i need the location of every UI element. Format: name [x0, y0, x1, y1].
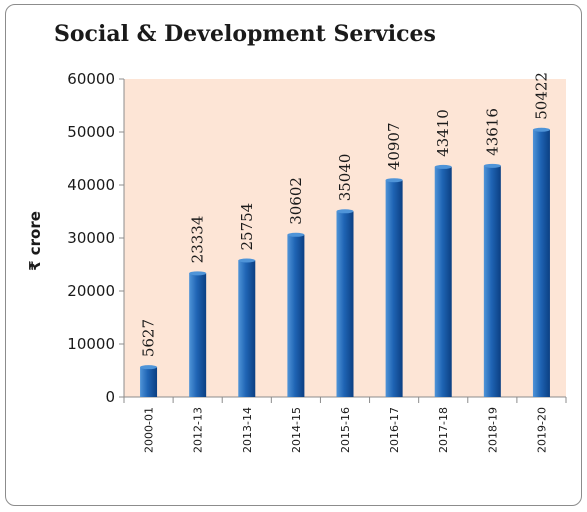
- data-label: 30602: [287, 177, 305, 225]
- bar-2019-20: [532, 129, 550, 397]
- bar-chart: Social & Development Services 0 10000 2000…: [26, 21, 567, 453]
- x-tick-label: 2014-15: [290, 407, 303, 453]
- bar-top-cap: [483, 163, 501, 168]
- x-tick-label: 2018-19: [486, 407, 499, 453]
- bar-top-cap: [385, 178, 403, 183]
- y-tick-label: 20000: [67, 282, 115, 300]
- data-label: 5627: [140, 319, 158, 357]
- bar-2015-16: [336, 211, 354, 397]
- bar-2014-15: [287, 234, 305, 397]
- bar-2012-13: [189, 273, 207, 397]
- y-axis-ticks: 0 10000 20000 30000 40000 50000 60000: [67, 70, 115, 406]
- x-tick-label: 2019-20: [535, 407, 548, 453]
- y-tick-label: 0: [105, 388, 115, 406]
- data-label: 43410: [434, 109, 452, 157]
- bar-2017-18: [434, 166, 452, 397]
- y-tick-label: 30000: [67, 229, 115, 247]
- bar-top-cap: [434, 164, 452, 169]
- bar-top-cap: [238, 258, 256, 263]
- x-tick-label: 2013-14: [241, 407, 254, 453]
- y-tick-label: 50000: [67, 123, 115, 141]
- x-tick-label: 2016-17: [388, 407, 401, 453]
- data-label: 35040: [336, 154, 354, 202]
- x-tick-label: 2012-13: [192, 407, 205, 453]
- bar-2013-14: [238, 260, 256, 397]
- bar-top-cap: [189, 271, 207, 276]
- data-label: 40907: [385, 122, 403, 170]
- bar-2016-17: [385, 180, 403, 397]
- bar-top-cap: [287, 232, 305, 237]
- data-label: 43616: [483, 108, 501, 156]
- y-tick-label: 60000: [67, 70, 115, 88]
- y-tick-label: 40000: [67, 176, 115, 194]
- x-tick-label: 2000-01: [143, 407, 156, 453]
- data-label: 23334: [189, 216, 207, 264]
- y-axis-label: ₹ crore: [26, 211, 44, 271]
- chart-card: Social & Development Services 0 10000 2000…: [5, 4, 582, 506]
- bar-top-cap: [336, 209, 354, 214]
- bar-top-cap: [532, 127, 550, 132]
- x-axis-ticks: 2000-01 2012-13 2013-14 2014-15 2015-16 2016-…: [143, 407, 549, 453]
- chart-title: Social & Development Services: [54, 21, 436, 47]
- y-tick-label: 10000: [67, 335, 115, 353]
- data-label: 50422: [532, 72, 550, 120]
- bar-top-cap: [140, 365, 158, 370]
- bar-2000-01: [140, 367, 158, 397]
- data-labels: 5627 23334 25754 30602 35040 40907 43410 43616 5…: [140, 72, 551, 357]
- data-label: 25754: [238, 203, 256, 251]
- x-tick-label: 2015-16: [339, 407, 352, 453]
- bar-2018-19: [483, 165, 501, 397]
- x-tick-label: 2017-18: [437, 407, 450, 453]
- bars: [140, 127, 550, 397]
